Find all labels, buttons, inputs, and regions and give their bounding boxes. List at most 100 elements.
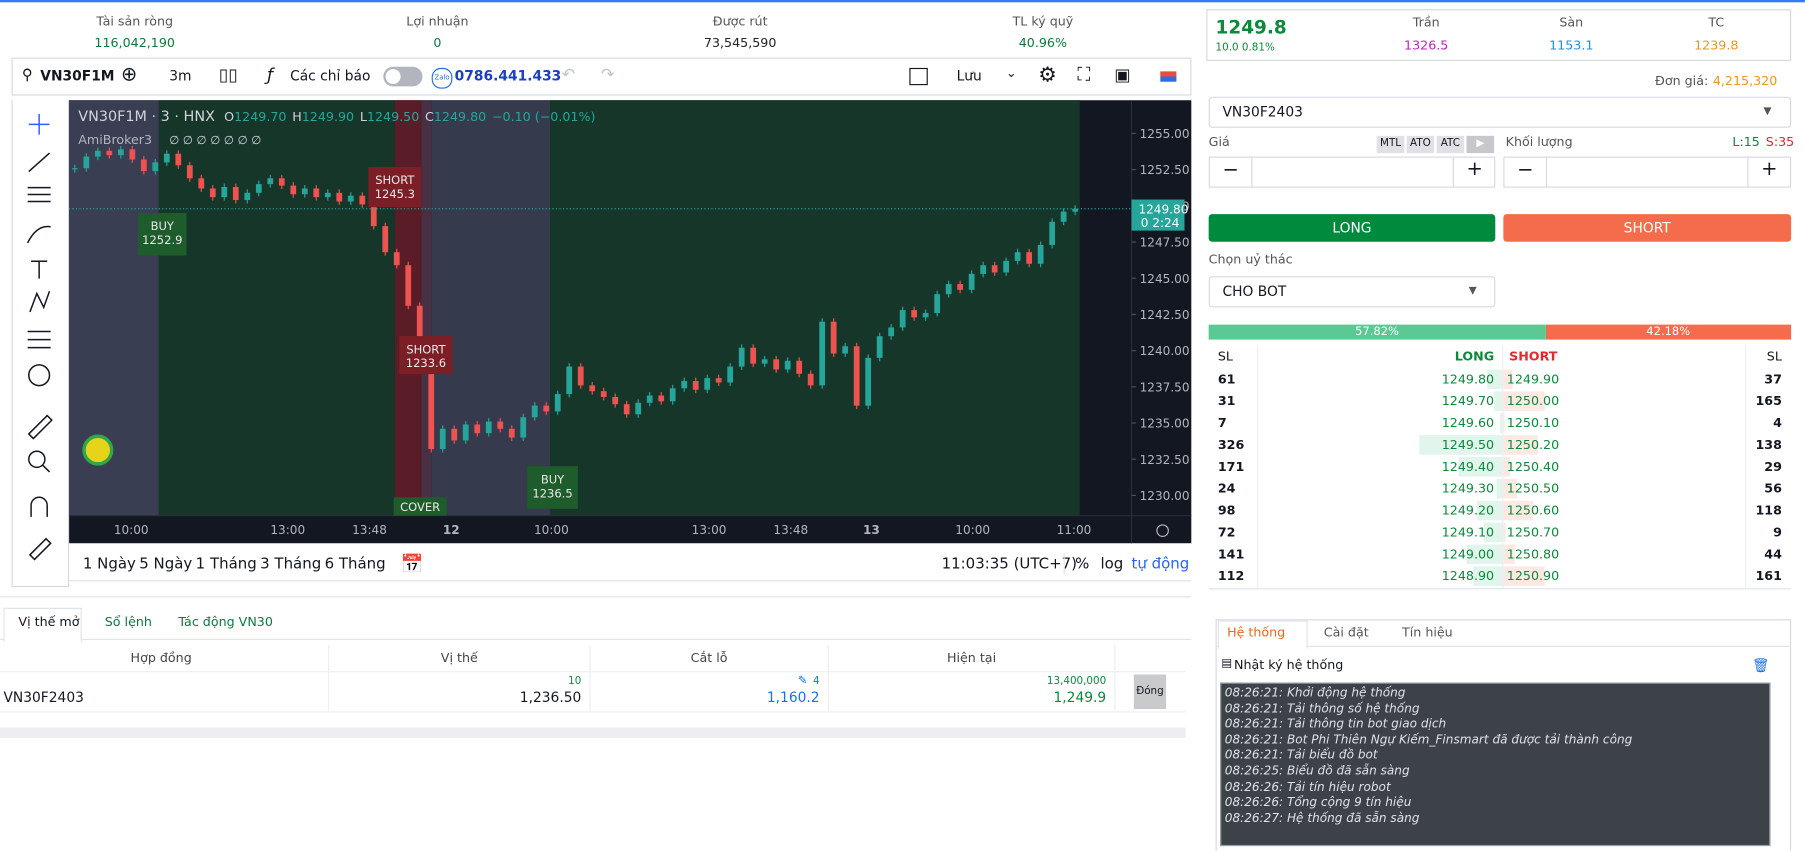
active-tab-box [3, 607, 82, 643]
ask-price: 1250.50 [1506, 481, 1560, 497]
candle [773, 359, 780, 370]
column-header: Hiện tại [946, 650, 997, 666]
emoji-tool[interactable] [28, 364, 51, 387]
range-button[interactable]: 1 Tháng [195, 555, 257, 574]
scale-option[interactable]: tự động [1131, 555, 1190, 574]
price-minus[interactable]: − [1222, 158, 1239, 182]
prediction-tool[interactable] [27, 330, 51, 349]
camera-icon[interactable]: ▣ [1114, 64, 1131, 86]
price-plus[interactable]: + [1466, 157, 1483, 181]
column-header: Cắt lỗ [690, 650, 728, 666]
text-tool[interactable] [31, 260, 48, 279]
layout-icon[interactable] [909, 67, 928, 86]
redo[interactable]: ↷ [600, 65, 615, 85]
panel-tab[interactable]: Sổ lệnh [104, 614, 152, 630]
ob-header: LONG [1454, 348, 1495, 364]
candle [876, 336, 883, 358]
range-button[interactable]: 3 Tháng [260, 555, 322, 574]
system-tab[interactable]: Cài đặt [1323, 625, 1369, 641]
crosshair-tool[interactable] [28, 113, 50, 135]
stat-value: 0 [433, 35, 442, 51]
trendline-tool[interactable] [28, 152, 50, 173]
magnet-tool[interactable] [30, 496, 48, 517]
calendar-icon[interactable]: 📅 [400, 552, 424, 575]
save-menu[interactable]: ⌄ [1006, 65, 1017, 81]
countdown: 0 2:24 [1141, 216, 1180, 230]
y-tick-label: 1247.50 [1140, 236, 1190, 250]
contract-select[interactable] [1208, 96, 1792, 128]
price-type[interactable]: ATO [1406, 135, 1435, 154]
trust-select[interactable] [1208, 276, 1496, 308]
bid-price: 1249.00 [1441, 546, 1495, 562]
price-type[interactable]: ATC [1436, 135, 1465, 154]
stat-value: 40.96% [1018, 35, 1068, 51]
system-tab[interactable]: Tín hiệu [1402, 625, 1453, 641]
range-button[interactable]: 1 Ngày [82, 555, 136, 574]
indicators[interactable]: Các chỉ báo [290, 67, 371, 85]
candle [175, 153, 182, 166]
zoom-tool[interactable] [28, 450, 51, 473]
flag-icon [1160, 71, 1177, 82]
log-line: 08:26:26: Tải tín hiệu robot [1224, 779, 1391, 794]
ruler-tool[interactable] [27, 414, 53, 440]
interval[interactable]: 3m [169, 67, 192, 85]
scale-option[interactable]: log [1100, 555, 1124, 574]
candle [531, 405, 538, 418]
qty-plus[interactable]: + [1761, 157, 1778, 181]
range-button[interactable]: 6 Tháng [324, 555, 386, 574]
scale-option[interactable]: % [1075, 555, 1090, 574]
edit-icon[interactable]: ✎ [797, 674, 808, 688]
candle [152, 162, 159, 172]
price-type[interactable]: MTL [1376, 135, 1405, 154]
x-tick-label: 11:00 [1057, 523, 1092, 537]
fullscreen-icon[interactable]: ⛶ [1077, 63, 1091, 86]
bid-volume-bar [1496, 478, 1503, 499]
save[interactable]: Lưu [956, 67, 982, 85]
chart-style[interactable]: ▯▯ [218, 64, 238, 86]
ohlc-label: C [425, 109, 434, 124]
candle [1060, 211, 1067, 222]
contract: VN30F2403 [3, 689, 84, 706]
symbol[interactable]: VN30F1M [40, 67, 115, 85]
search-icon[interactable]: ⚲ [21, 66, 33, 85]
signal-box [138, 212, 187, 256]
pattern-tool[interactable] [29, 290, 51, 313]
candle [324, 192, 331, 198]
price-input[interactable] [1208, 156, 1496, 188]
candle [520, 417, 527, 438]
fib-tool[interactable] [27, 186, 51, 203]
toggle[interactable] [383, 66, 423, 87]
play-button[interactable]: ▶ [1466, 135, 1495, 154]
qty-minus[interactable]: − [1517, 158, 1534, 182]
panel-tab[interactable]: Tác động VN30 [178, 614, 273, 630]
h-scrollbar[interactable] [0, 727, 1186, 738]
settings-icon[interactable]: ⚙ [1038, 63, 1057, 88]
bid-price: 1249.40 [1441, 459, 1495, 475]
panel-tab[interactable]: Vị thế mở [18, 614, 80, 630]
lock-tool[interactable] [28, 537, 52, 561]
ask-volume: 56 [1764, 481, 1782, 497]
trash-icon[interactable]: 🗑 [1751, 657, 1770, 674]
fx-icon[interactable]: ƒ [267, 64, 274, 86]
row-line [0, 711, 1186, 713]
candle [497, 421, 504, 429]
bid-volume: 7 [1217, 415, 1227, 431]
system-tab[interactable]: Hệ thống [1227, 625, 1286, 641]
candle [784, 360, 791, 370]
brush-tool[interactable] [26, 225, 51, 244]
log-line: 08:26:21: Tải thông số hệ thống [1224, 701, 1420, 716]
candle [669, 388, 676, 402]
undo[interactable]: ↶ [561, 65, 576, 85]
add-symbol[interactable]: ⊕ [120, 63, 138, 87]
signal-price: 1233.6 [406, 356, 446, 370]
long-button[interactable]: LONG [1208, 214, 1496, 242]
phone[interactable]: 0786.441.433 [454, 67, 562, 85]
range-button[interactable]: 5 Ngày [139, 555, 193, 574]
x-tick-label: 12 [443, 523, 460, 537]
candle [968, 273, 975, 290]
qty-input[interactable] [1503, 156, 1792, 188]
short-button[interactable]: SHORT [1503, 214, 1792, 242]
candle [198, 178, 205, 189]
bid-volume-bar [1500, 413, 1503, 433]
close-button[interactable]: Đóng [1133, 674, 1167, 710]
